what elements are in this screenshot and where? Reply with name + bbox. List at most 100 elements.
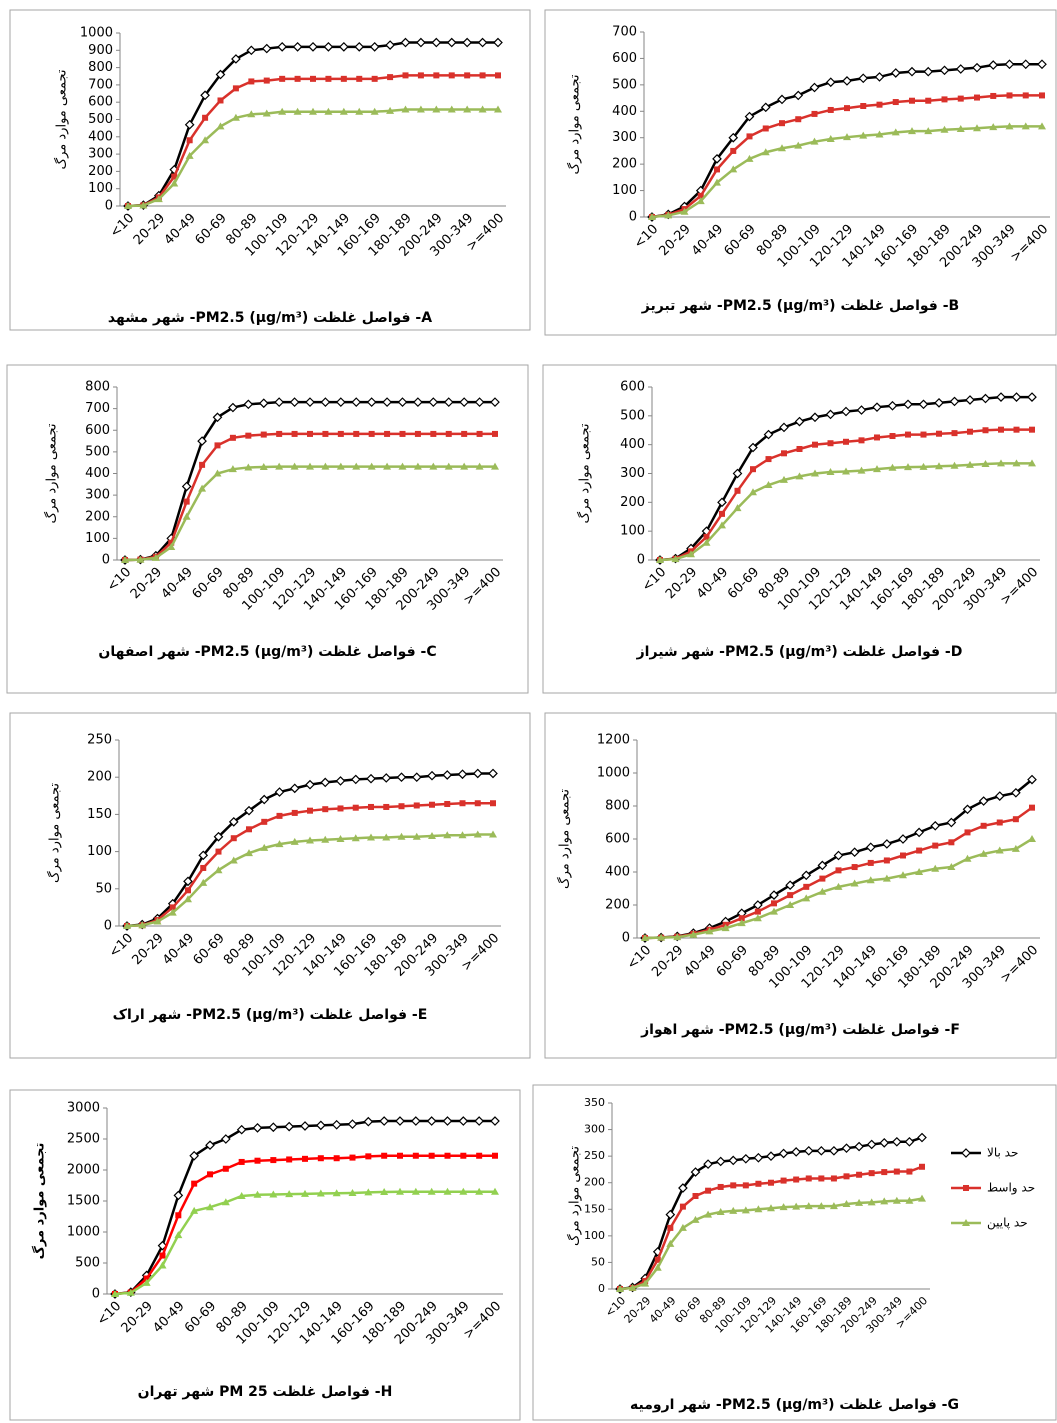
panel-frame: [542, 364, 1057, 694]
marker: [381, 1152, 388, 1159]
marker: [974, 94, 980, 101]
marker: [704, 1210, 713, 1218]
marker: [207, 1171, 213, 1178]
x-tick-label: 60-69: [182, 1299, 219, 1336]
marker: [925, 97, 932, 104]
marker: [664, 211, 673, 219]
marker: [888, 463, 897, 471]
marker: [275, 840, 284, 848]
marker: [464, 72, 471, 79]
marker: [490, 800, 496, 807]
marker: [245, 432, 252, 439]
marker: [322, 806, 329, 813]
marker: [363, 1116, 374, 1127]
marker: [842, 76, 852, 86]
marker: [628, 1283, 637, 1291]
marker: [246, 826, 252, 833]
marker: [891, 128, 900, 136]
panel-frame: [9, 1089, 521, 1421]
marker: [492, 430, 498, 437]
y-tick-label: 500: [620, 408, 645, 423]
marker: [850, 879, 859, 887]
marker: [460, 1152, 467, 1159]
marker: [138, 921, 147, 929]
marker: [200, 90, 210, 101]
marker: [811, 110, 818, 117]
marker: [867, 1198, 876, 1206]
marker: [794, 416, 805, 427]
marker: [737, 919, 746, 927]
series-line: [124, 432, 495, 562]
marker: [444, 1152, 451, 1159]
marker: [184, 895, 192, 903]
caption: H- فواصل غلظت PM 25 شهر تهران: [138, 1384, 393, 1400]
marker: [397, 1152, 403, 1159]
marker: [978, 796, 989, 806]
marker: [760, 102, 771, 113]
marker: [411, 1187, 420, 1195]
marker: [443, 397, 454, 407]
caption: G- فواصل غلظت (µg/m³) PM2.5- شهر ارومیه: [630, 1397, 959, 1413]
y-tick-label: 200: [87, 770, 112, 785]
marker: [802, 894, 811, 902]
marker: [472, 768, 483, 779]
marker: [843, 438, 849, 445]
x-tick-label: 60-69: [721, 222, 758, 259]
marker: [322, 430, 329, 437]
y-tick-label: 100: [85, 531, 110, 546]
marker: [174, 1231, 183, 1239]
marker: [1013, 426, 1020, 433]
marker: [718, 521, 726, 529]
marker: [906, 1168, 913, 1175]
series-line: [651, 62, 1042, 219]
marker: [819, 875, 826, 882]
marker: [882, 839, 892, 849]
marker: [270, 1157, 277, 1164]
marker: [778, 1148, 789, 1159]
y-tick-label: 100: [612, 183, 637, 198]
marker: [841, 1143, 852, 1154]
marker: [459, 800, 466, 807]
marker: [998, 426, 1004, 433]
marker: [793, 1176, 800, 1183]
y-tick-label: 500: [75, 1256, 100, 1271]
marker: [291, 809, 298, 816]
marker: [190, 1206, 199, 1214]
series-line: [114, 1154, 495, 1296]
marker: [429, 801, 435, 808]
marker: [1038, 122, 1046, 130]
marker: [260, 843, 269, 851]
marker: [989, 123, 998, 131]
marker: [248, 78, 255, 85]
marker: [175, 1212, 182, 1219]
y-axis-label: تجمعی موارد مرگ: [556, 789, 573, 889]
marker: [286, 1156, 293, 1163]
marker: [716, 1207, 725, 1215]
x-tick-label: 20-29: [119, 1299, 156, 1336]
marker: [882, 874, 891, 882]
marker: [801, 870, 812, 881]
marker: [883, 857, 890, 864]
marker: [779, 1203, 788, 1211]
marker: [834, 882, 843, 890]
marker: [397, 832, 406, 840]
y-tick-label: 200: [620, 495, 645, 510]
marker: [874, 72, 885, 82]
marker: [475, 1187, 484, 1195]
x-tick-label: 20-29: [656, 222, 693, 259]
marker: [276, 812, 283, 819]
y-axis-label: تجمعی موارد مرگ: [566, 74, 583, 174]
marker: [678, 1183, 688, 1193]
marker: [462, 37, 473, 48]
marker: [169, 904, 176, 911]
marker: [1020, 59, 1031, 70]
marker: [168, 908, 177, 916]
marker: [365, 1153, 372, 1160]
marker: [918, 399, 929, 410]
marker: [387, 74, 394, 81]
marker: [890, 68, 901, 78]
marker: [269, 1190, 278, 1198]
marker: [717, 1183, 724, 1190]
marker: [826, 468, 835, 476]
